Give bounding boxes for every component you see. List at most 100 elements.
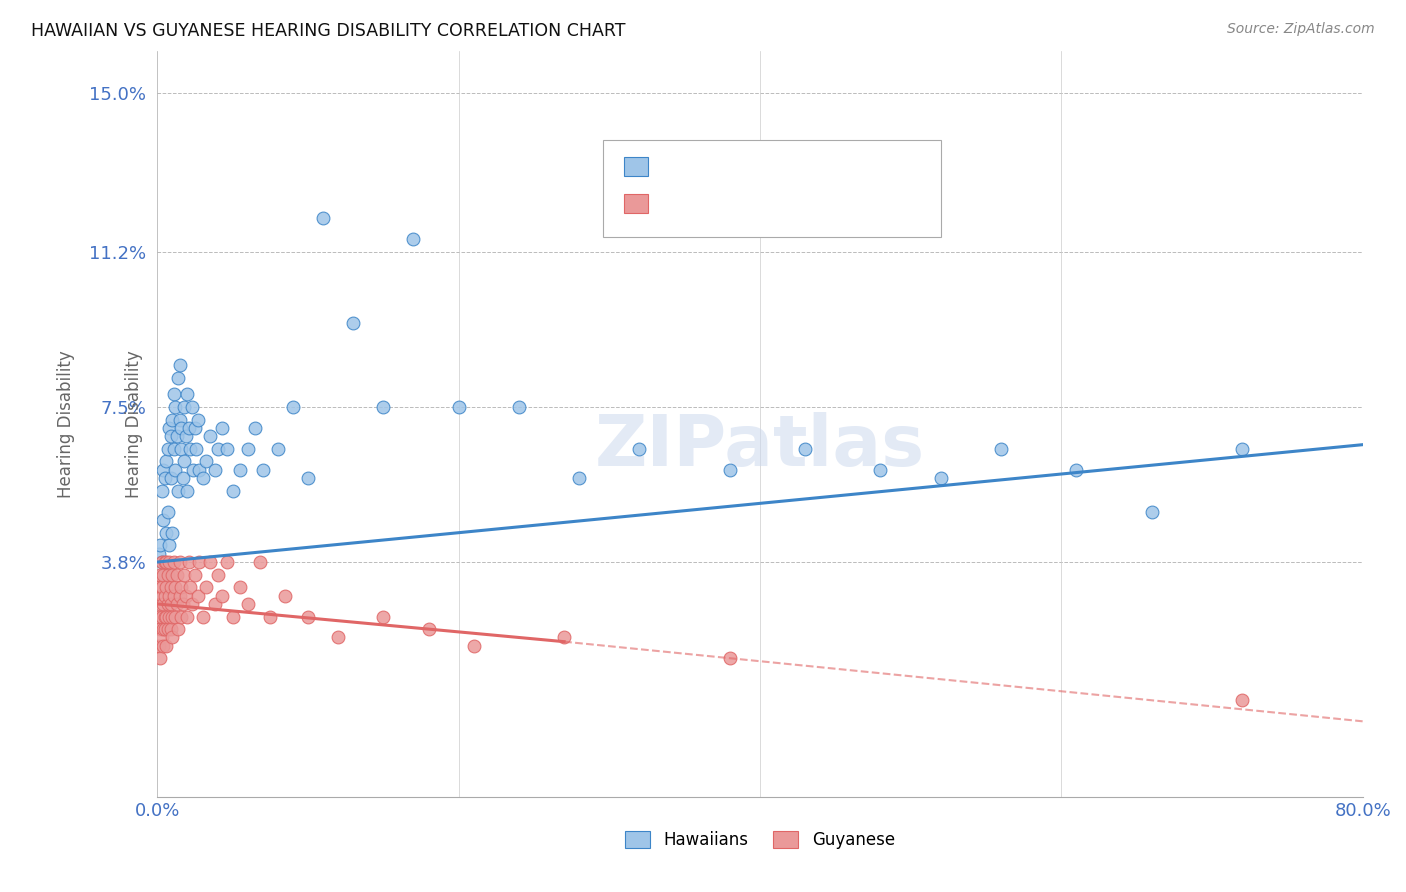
Point <box>267 442 290 456</box>
Point <box>149 538 172 552</box>
Point <box>155 555 177 569</box>
Point <box>170 442 193 456</box>
Text: ZIPatlas: ZIPatlas <box>595 411 925 481</box>
Y-axis label: Hearing Disability: Hearing Disability <box>125 350 143 498</box>
Point <box>155 525 177 540</box>
Point <box>153 555 176 569</box>
Point <box>160 471 183 485</box>
Point <box>281 400 304 414</box>
Point <box>553 631 575 645</box>
Point <box>165 463 187 477</box>
Point <box>167 370 190 384</box>
Point <box>174 589 197 603</box>
Point <box>221 483 243 498</box>
Point <box>160 429 183 443</box>
Point <box>165 580 187 594</box>
Point <box>628 442 651 456</box>
Point <box>166 567 188 582</box>
Point <box>447 400 470 414</box>
Point <box>274 589 297 603</box>
Point <box>508 400 530 414</box>
Point <box>181 597 204 611</box>
Point <box>204 597 226 611</box>
Point <box>463 639 485 653</box>
Point <box>191 471 214 485</box>
Point <box>181 400 204 414</box>
Point <box>221 609 243 624</box>
Point <box>326 631 349 645</box>
Point <box>188 555 211 569</box>
Point <box>1230 442 1253 456</box>
Point <box>169 555 191 569</box>
Point <box>150 580 173 594</box>
Point <box>187 412 209 426</box>
Point <box>194 580 217 594</box>
Point <box>153 589 176 603</box>
Point <box>162 631 184 645</box>
Point <box>170 609 193 624</box>
Point <box>167 483 190 498</box>
Point <box>163 387 186 401</box>
Point <box>157 589 180 603</box>
Point <box>157 538 180 552</box>
Point <box>156 597 179 611</box>
Point <box>172 471 194 485</box>
Text: N = 74: N = 74 <box>827 157 889 176</box>
Point <box>568 471 591 485</box>
Point <box>166 429 188 443</box>
Point <box>162 525 184 540</box>
Point <box>207 567 229 582</box>
Text: N = 78: N = 78 <box>827 194 889 212</box>
Point <box>156 567 179 582</box>
Point <box>170 580 193 594</box>
Point <box>1066 463 1088 477</box>
Point <box>157 555 180 569</box>
Point <box>990 442 1012 456</box>
Point <box>236 597 259 611</box>
Point <box>165 609 187 624</box>
Point <box>249 555 271 569</box>
Point <box>373 400 395 414</box>
Point <box>215 555 238 569</box>
Point <box>869 463 891 477</box>
Point <box>1140 505 1163 519</box>
Point <box>150 631 173 645</box>
Point <box>177 421 200 435</box>
Point <box>194 454 217 468</box>
Point <box>162 412 184 426</box>
Point <box>150 555 173 569</box>
Point <box>149 622 172 636</box>
Point <box>183 463 205 477</box>
Point <box>149 597 172 611</box>
Point <box>236 442 259 456</box>
Point <box>155 580 177 594</box>
Point <box>211 589 233 603</box>
Point <box>167 622 190 636</box>
Point <box>163 555 186 569</box>
Point <box>718 651 741 665</box>
Point <box>163 589 186 603</box>
Legend: Hawaiians, Guyanese: Hawaiians, Guyanese <box>619 824 901 855</box>
Point <box>160 622 183 636</box>
Point <box>149 567 172 582</box>
Point <box>150 609 173 624</box>
Point <box>149 651 172 665</box>
Point <box>207 442 229 456</box>
Point <box>186 442 208 456</box>
Point <box>177 555 200 569</box>
Point <box>156 622 179 636</box>
Point <box>152 567 174 582</box>
Point <box>174 429 197 443</box>
Point <box>153 471 176 485</box>
Point <box>152 597 174 611</box>
Point <box>155 609 177 624</box>
Point <box>156 442 179 456</box>
Point <box>148 639 170 653</box>
Point <box>150 589 173 603</box>
Point <box>198 429 221 443</box>
Point <box>169 589 191 603</box>
FancyBboxPatch shape <box>624 157 648 176</box>
Point <box>153 622 176 636</box>
Point <box>152 513 174 527</box>
Point <box>152 622 174 636</box>
